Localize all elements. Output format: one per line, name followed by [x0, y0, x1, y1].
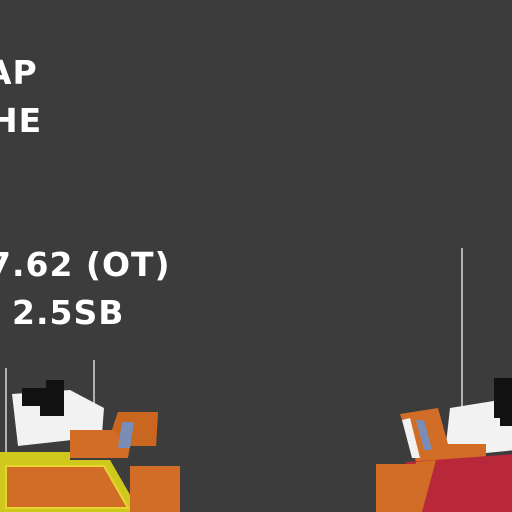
weapon-caliber-label: 7.62 (OT) [0, 245, 171, 284]
left-vehicle-sight [22, 388, 50, 406]
ammo-type-ap-label: AP [0, 53, 38, 92]
left-vehicle-window [118, 422, 134, 448]
right-vehicle-sight [494, 378, 512, 418]
right-vehicle [376, 248, 512, 512]
ammo-type-he-label: HE [0, 101, 43, 140]
weapon-variant-label: 2.5SB [12, 293, 125, 332]
right-vehicle-window [416, 420, 432, 450]
left-vehicle [0, 360, 180, 512]
